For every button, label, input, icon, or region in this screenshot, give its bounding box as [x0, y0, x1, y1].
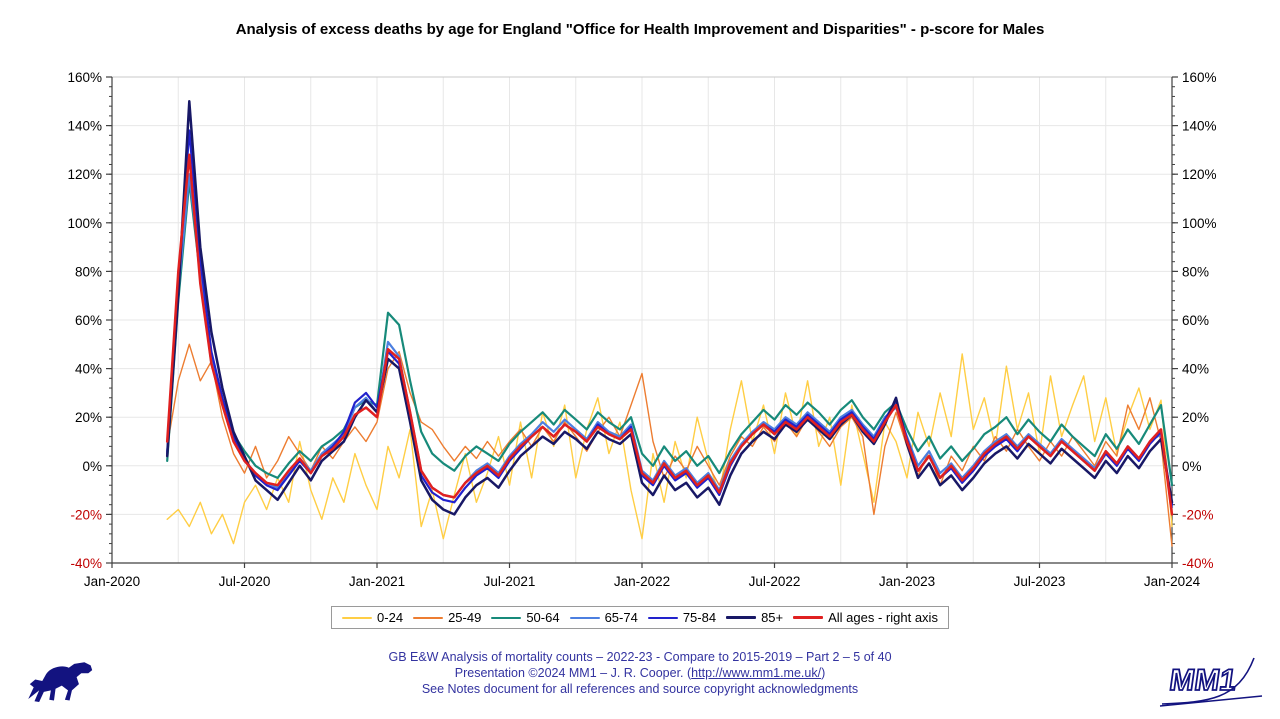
- x-axis-label: Jul-2020: [219, 574, 271, 589]
- legend-label: 50-64: [526, 610, 560, 625]
- legend-line-swatch: [413, 616, 444, 619]
- y-axis-label-right: 40%: [1182, 362, 1209, 377]
- footer-line3: See Notes document for all references an…: [421, 682, 859, 697]
- legend-line-swatch: [793, 616, 824, 619]
- legend-label: 25-49: [448, 610, 482, 625]
- y-axis-label-right: 100%: [1182, 216, 1217, 231]
- legend-item-65-74: 65-74: [569, 610, 638, 625]
- legend-item-85: 85+: [726, 610, 783, 625]
- x-axis-label: Jan-2021: [349, 574, 405, 589]
- y-axis-label-right: 80%: [1182, 264, 1209, 279]
- legend-item-50-64: 50-64: [491, 610, 560, 625]
- x-axis-label: Jan-2024: [1144, 574, 1201, 589]
- series-line-50-64: [166, 180, 1174, 487]
- y-axis-label-left: -40%: [70, 556, 102, 571]
- y-axis-label-left: 100%: [67, 216, 102, 231]
- y-axis-label-right: 0%: [1182, 459, 1202, 474]
- legend-line-swatch: [342, 616, 373, 619]
- y-axis-label-right: -40%: [1182, 556, 1214, 571]
- y-axis-label-right: 20%: [1182, 410, 1209, 425]
- legend-line-swatch: [569, 616, 600, 619]
- legend-box: 0-24 25-49 50-64 65-74 75-84 85+ All ages - ri…: [331, 606, 949, 629]
- y-axis-label-left: -20%: [70, 507, 102, 522]
- chart-footer: GB E&W Analysis of mortality counts – 20…: [0, 649, 1280, 698]
- y-axis-label-right: 120%: [1182, 167, 1217, 182]
- series-line-85: [165, 100, 1174, 516]
- mm1-website-link[interactable]: http://www.mm1.me.uk/: [691, 666, 822, 681]
- chart-legend: 0-24 25-49 50-64 65-74 75-84 85+ All ages - ri…: [0, 606, 1280, 629]
- series-line-0-24: [166, 353, 1173, 545]
- legend-line-swatch: [491, 616, 522, 619]
- y-axis-label-left: 20%: [75, 410, 102, 425]
- y-axis-label-left: 80%: [75, 264, 102, 279]
- y-axis-label-left: 40%: [75, 362, 102, 377]
- legend-line-swatch: [647, 616, 678, 619]
- legend-item-all-ages-right-axis: All ages - right axis: [793, 610, 938, 625]
- chart-title: Analysis of excess deaths by age for Eng…: [235, 21, 1045, 38]
- legend-item-25-49: 25-49: [413, 610, 481, 625]
- footer-line2-suffix: ): [821, 666, 826, 681]
- legend-item-0-24: 0-24: [342, 610, 403, 625]
- y-axis-label-left: 60%: [75, 313, 102, 328]
- legend-line-swatch: [726, 616, 757, 619]
- footer-line2-prefix: Presentation ©2024 MM1 – J. R. Cooper. (: [454, 666, 692, 681]
- y-axis-label-right: 60%: [1182, 313, 1209, 328]
- y-axis-label-left: 0%: [82, 459, 102, 474]
- legend-label: 0-24: [377, 610, 404, 625]
- legend-label: 65-74: [604, 610, 638, 625]
- y-axis-label-left: 140%: [67, 119, 102, 134]
- y-axis-label-left: 160%: [67, 70, 102, 85]
- dog-logo-icon: [28, 662, 93, 703]
- y-axis-label-left: 120%: [67, 167, 102, 182]
- y-axis-label-right: -20%: [1182, 507, 1214, 522]
- x-axis-label: Jan-2020: [84, 574, 140, 589]
- series-line-65-74: [166, 173, 1174, 509]
- y-axis-label-right: 140%: [1182, 119, 1217, 134]
- x-axis-label: Jan-2023: [879, 574, 935, 589]
- legend-label: 85+: [761, 610, 784, 625]
- series-line-75-84: [166, 129, 1174, 506]
- legend-item-75-84: 75-84: [647, 610, 717, 625]
- x-axis-label: Jul-2023: [1014, 574, 1066, 589]
- mm1-logo: MM1: [1159, 657, 1263, 707]
- footer-line2: Presentation ©2024 MM1 – J. R. Cooper. (…: [0, 665, 1280, 681]
- x-axis-label: Jul-2022: [749, 574, 801, 589]
- x-axis-label: Jul-2021: [484, 574, 536, 589]
- x-axis-label: Jan-2022: [614, 574, 670, 589]
- legend-label: 75-84: [682, 610, 717, 625]
- series-line-all-ages-right-axis: [165, 153, 1174, 516]
- y-axis-label-right: 160%: [1182, 70, 1217, 85]
- legend-label: All ages - right axis: [828, 610, 938, 625]
- footer-line1: GB E&W Analysis of mortality counts – 20…: [388, 650, 892, 664]
